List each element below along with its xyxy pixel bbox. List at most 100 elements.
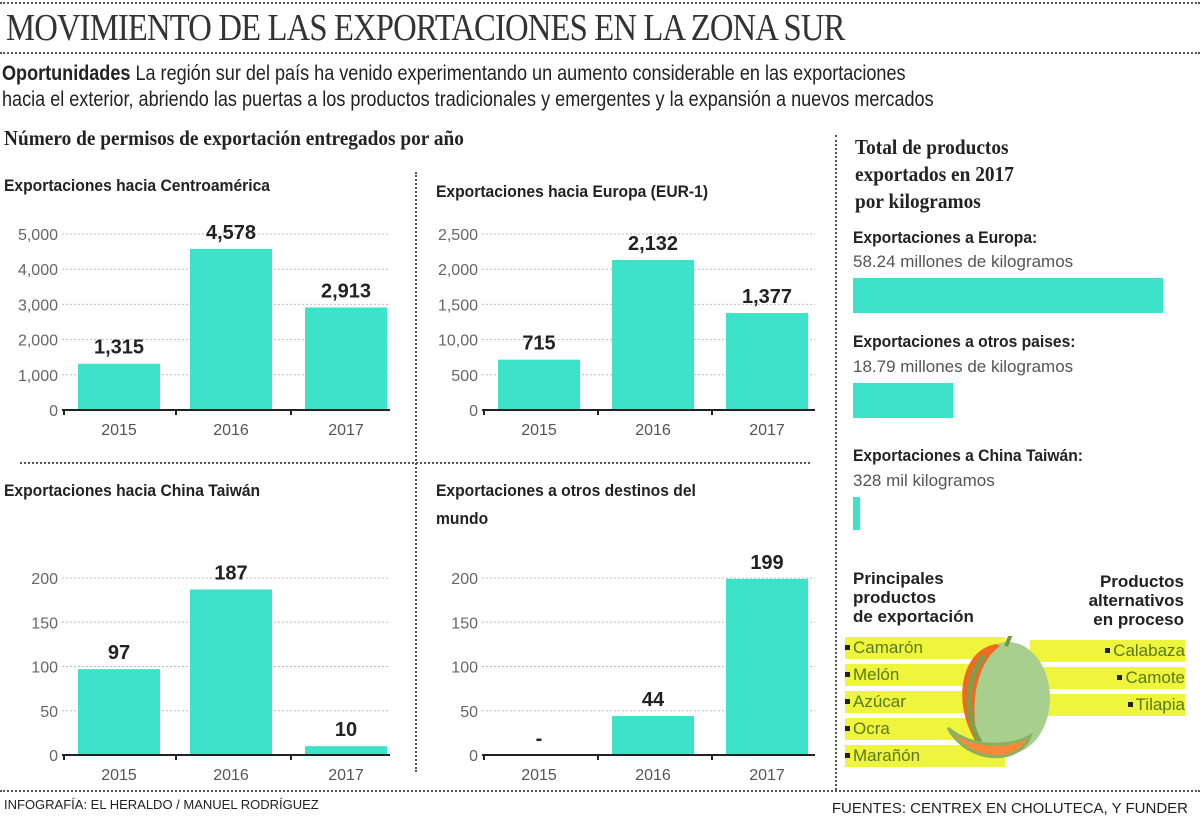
right-title-line: exportados en 2017 bbox=[855, 162, 1014, 186]
y-tick-label: 5,000 bbox=[18, 227, 58, 244]
value-label: 10 bbox=[335, 719, 357, 741]
bullet-icon bbox=[845, 644, 850, 650]
product-item: Camarón bbox=[845, 637, 1005, 659]
section-title: Número de permisos de exportación entreg… bbox=[4, 126, 464, 150]
y-tick-label: 4,000 bbox=[18, 262, 58, 279]
bullet-icon bbox=[1105, 647, 1111, 653]
kg-label-china: Exportaciones a China Taiwán: bbox=[853, 446, 1084, 465]
alt-products-title-line: en proceso bbox=[1093, 610, 1184, 629]
y-tick-label: 1,500 bbox=[438, 297, 478, 314]
right-title-line: Total de productos bbox=[855, 135, 1009, 159]
bar-2016 bbox=[612, 259, 694, 410]
melon-illustration bbox=[946, 636, 1050, 759]
bar-2017 bbox=[305, 307, 387, 410]
credit: INFOGRAFÍA: EL HERALDO / MANUEL RODRÍGUE… bbox=[4, 797, 319, 812]
kg-value-otros: 18.79 millones de kilogramos bbox=[853, 357, 1074, 376]
product-name: Ocra bbox=[853, 719, 890, 738]
right-title: Total de productos exportados en 2017 po… bbox=[855, 134, 1014, 215]
value-label: 199 bbox=[750, 552, 783, 574]
alt-products-title-line: alternativos bbox=[1088, 591, 1184, 610]
bullet-icon bbox=[1117, 674, 1123, 680]
bar-2017 bbox=[305, 746, 387, 755]
bar-2016 bbox=[190, 589, 272, 755]
product-name: Calabaza bbox=[1113, 641, 1185, 660]
x-tick-label: 2016 bbox=[213, 422, 249, 439]
product-item: Ocra bbox=[845, 718, 1005, 740]
bar-2016 bbox=[190, 248, 272, 410]
x-tick-label: 2017 bbox=[328, 422, 364, 439]
kg-bar-europa bbox=[853, 278, 1163, 313]
main-products-title: Principales productos de exportación bbox=[853, 569, 974, 626]
product-name: Camote bbox=[1125, 668, 1185, 687]
chart-title-otros: Exportaciones a otros destinos del mundo bbox=[436, 481, 696, 528]
chart-title-europa: Exportaciones hacia Europa (EUR-1) bbox=[436, 182, 709, 201]
bar-2016 bbox=[612, 716, 694, 755]
main-products-title-line: productos bbox=[853, 588, 937, 607]
bullet-icon bbox=[845, 725, 850, 731]
y-tick-label: 2,000 bbox=[18, 333, 58, 350]
bar-2015 bbox=[498, 359, 580, 410]
product-name: Melón bbox=[853, 665, 900, 684]
product-item: Tilapia bbox=[1030, 694, 1185, 716]
sources: FUENTES: CENTREX EN CHOLUTECA, Y FUNDER bbox=[831, 800, 1188, 817]
y-tick-label: 0 bbox=[49, 403, 58, 420]
top-divider bbox=[0, 2, 1200, 4]
y-tick-label: 150 bbox=[451, 615, 478, 632]
kg-bar-otros bbox=[853, 383, 953, 418]
intro-text: La región sur del país ha venido experim… bbox=[130, 62, 906, 85]
x-tick-label: 2015 bbox=[101, 767, 137, 784]
footer-divider bbox=[0, 790, 1200, 792]
bar-2015 bbox=[78, 363, 160, 410]
y-tick-label: 0 bbox=[469, 403, 478, 420]
y-tick-label: 50 bbox=[460, 704, 478, 721]
value-label: - bbox=[536, 728, 543, 750]
value-label: 2,913 bbox=[321, 280, 371, 302]
alt-products-title-line: Productos bbox=[1099, 572, 1184, 591]
y-tick-label: 50 bbox=[40, 704, 58, 721]
y-tick-label: 150 bbox=[31, 615, 58, 632]
chart-divider-h bbox=[20, 462, 810, 464]
bar-2017 bbox=[726, 313, 808, 410]
product-name: Azúcar bbox=[853, 692, 906, 711]
right-title-line: por kilogramos bbox=[855, 189, 981, 213]
product-item: Camote bbox=[1030, 667, 1185, 689]
kg-value-china: 328 mil kilogramos bbox=[853, 471, 995, 490]
product-name: Camarón bbox=[853, 638, 923, 657]
chart-divider-v bbox=[415, 172, 417, 772]
chart-title-centroamerica: Exportaciones hacia Centroamérica bbox=[4, 176, 270, 195]
value-label: 1,315 bbox=[94, 337, 144, 359]
product-item: Marañón bbox=[845, 745, 1005, 767]
y-tick-label: 2,000 bbox=[438, 262, 478, 279]
x-tick-label: 2017 bbox=[749, 767, 785, 784]
y-tick-label: 200 bbox=[31, 571, 58, 588]
bar-2017 bbox=[726, 578, 808, 755]
y-tick-label: 10,00 bbox=[438, 333, 478, 350]
bullet-icon bbox=[845, 698, 850, 704]
bullet-icon bbox=[845, 671, 850, 677]
bullet-icon bbox=[845, 752, 850, 758]
value-label: 44 bbox=[642, 689, 665, 711]
value-label: 1,377 bbox=[742, 286, 792, 308]
intro-line-2: hacia el exterior, abriendo las puertas … bbox=[2, 88, 934, 111]
x-tick-label: 2015 bbox=[521, 422, 557, 439]
value-label: 4,578 bbox=[206, 222, 256, 244]
product-name: Tilapia bbox=[1135, 695, 1185, 714]
bullet-icon bbox=[1127, 701, 1133, 707]
product-item: Calabaza bbox=[1030, 640, 1185, 662]
title-divider bbox=[0, 52, 1200, 54]
kg-value-europa: 58.24 millones de kilogramos bbox=[853, 252, 1074, 271]
kg-label-europa: Exportaciones a Europa: bbox=[853, 228, 1038, 247]
y-tick-label: 2,500 bbox=[438, 227, 478, 244]
x-tick-label: 2015 bbox=[521, 767, 557, 784]
y-tick-label: 200 bbox=[451, 571, 478, 588]
x-tick-label: 2016 bbox=[213, 767, 249, 784]
product-name: Marañón bbox=[853, 746, 921, 765]
y-tick-label: 500 bbox=[451, 368, 478, 385]
y-tick-label: 3,000 bbox=[18, 297, 58, 314]
value-label: 715 bbox=[522, 333, 555, 355]
intro-lead: Oportunidades bbox=[2, 62, 131, 85]
x-tick-label: 2015 bbox=[101, 422, 137, 439]
y-tick-label: 100 bbox=[451, 660, 478, 677]
value-label: 97 bbox=[108, 642, 130, 664]
value-label: 187 bbox=[214, 563, 247, 585]
